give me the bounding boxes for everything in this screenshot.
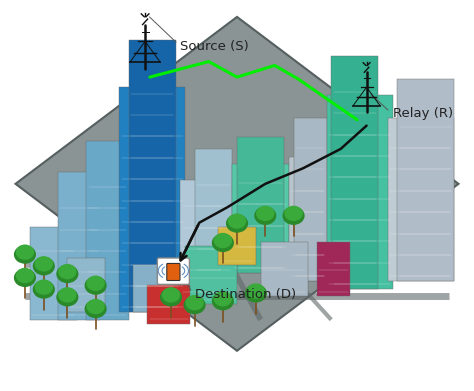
Bar [133, 265, 181, 312]
Bar [119, 87, 185, 312]
Circle shape [214, 292, 231, 306]
FancyBboxPatch shape [157, 258, 190, 284]
Circle shape [34, 281, 54, 298]
Circle shape [15, 269, 36, 286]
Bar [261, 242, 308, 296]
Bar [317, 242, 350, 296]
Circle shape [57, 289, 78, 306]
Bar [293, 118, 327, 281]
Circle shape [36, 280, 52, 294]
Circle shape [57, 265, 78, 282]
Circle shape [87, 300, 104, 314]
Circle shape [85, 277, 106, 294]
Bar [388, 118, 454, 281]
Circle shape [227, 215, 247, 232]
Circle shape [163, 288, 180, 302]
Bar [58, 172, 100, 320]
Circle shape [283, 207, 304, 224]
Circle shape [59, 265, 76, 278]
Bar [128, 40, 176, 312]
Circle shape [212, 234, 233, 251]
Circle shape [257, 206, 274, 221]
Circle shape [161, 289, 182, 306]
Circle shape [246, 285, 266, 302]
Circle shape [212, 292, 233, 310]
Circle shape [34, 258, 54, 275]
Circle shape [214, 233, 231, 248]
Bar [237, 137, 284, 273]
Circle shape [186, 296, 203, 310]
Bar [331, 56, 378, 289]
Circle shape [17, 269, 34, 282]
Circle shape [87, 276, 104, 290]
Text: Source (S): Source (S) [181, 39, 249, 52]
Bar [30, 226, 77, 320]
FancyBboxPatch shape [167, 264, 180, 280]
Circle shape [36, 257, 52, 271]
Circle shape [285, 206, 302, 221]
Circle shape [184, 296, 205, 314]
Bar [86, 141, 128, 320]
Bar [147, 285, 190, 324]
Bar [181, 180, 223, 296]
Bar [289, 157, 327, 281]
Bar [218, 226, 256, 265]
Bar [185, 246, 237, 304]
Text: Relay (R): Relay (R) [392, 108, 453, 120]
Bar [327, 95, 392, 289]
Bar [397, 79, 454, 281]
Circle shape [59, 288, 76, 302]
Circle shape [255, 207, 276, 224]
Polygon shape [16, 17, 458, 351]
Bar [232, 165, 289, 273]
Text: Destination (D): Destination (D) [195, 288, 296, 301]
Bar [67, 258, 105, 312]
Circle shape [15, 246, 36, 263]
Bar [195, 149, 232, 296]
Circle shape [17, 245, 34, 259]
Circle shape [85, 300, 106, 317]
Circle shape [247, 284, 264, 298]
Circle shape [228, 214, 246, 228]
